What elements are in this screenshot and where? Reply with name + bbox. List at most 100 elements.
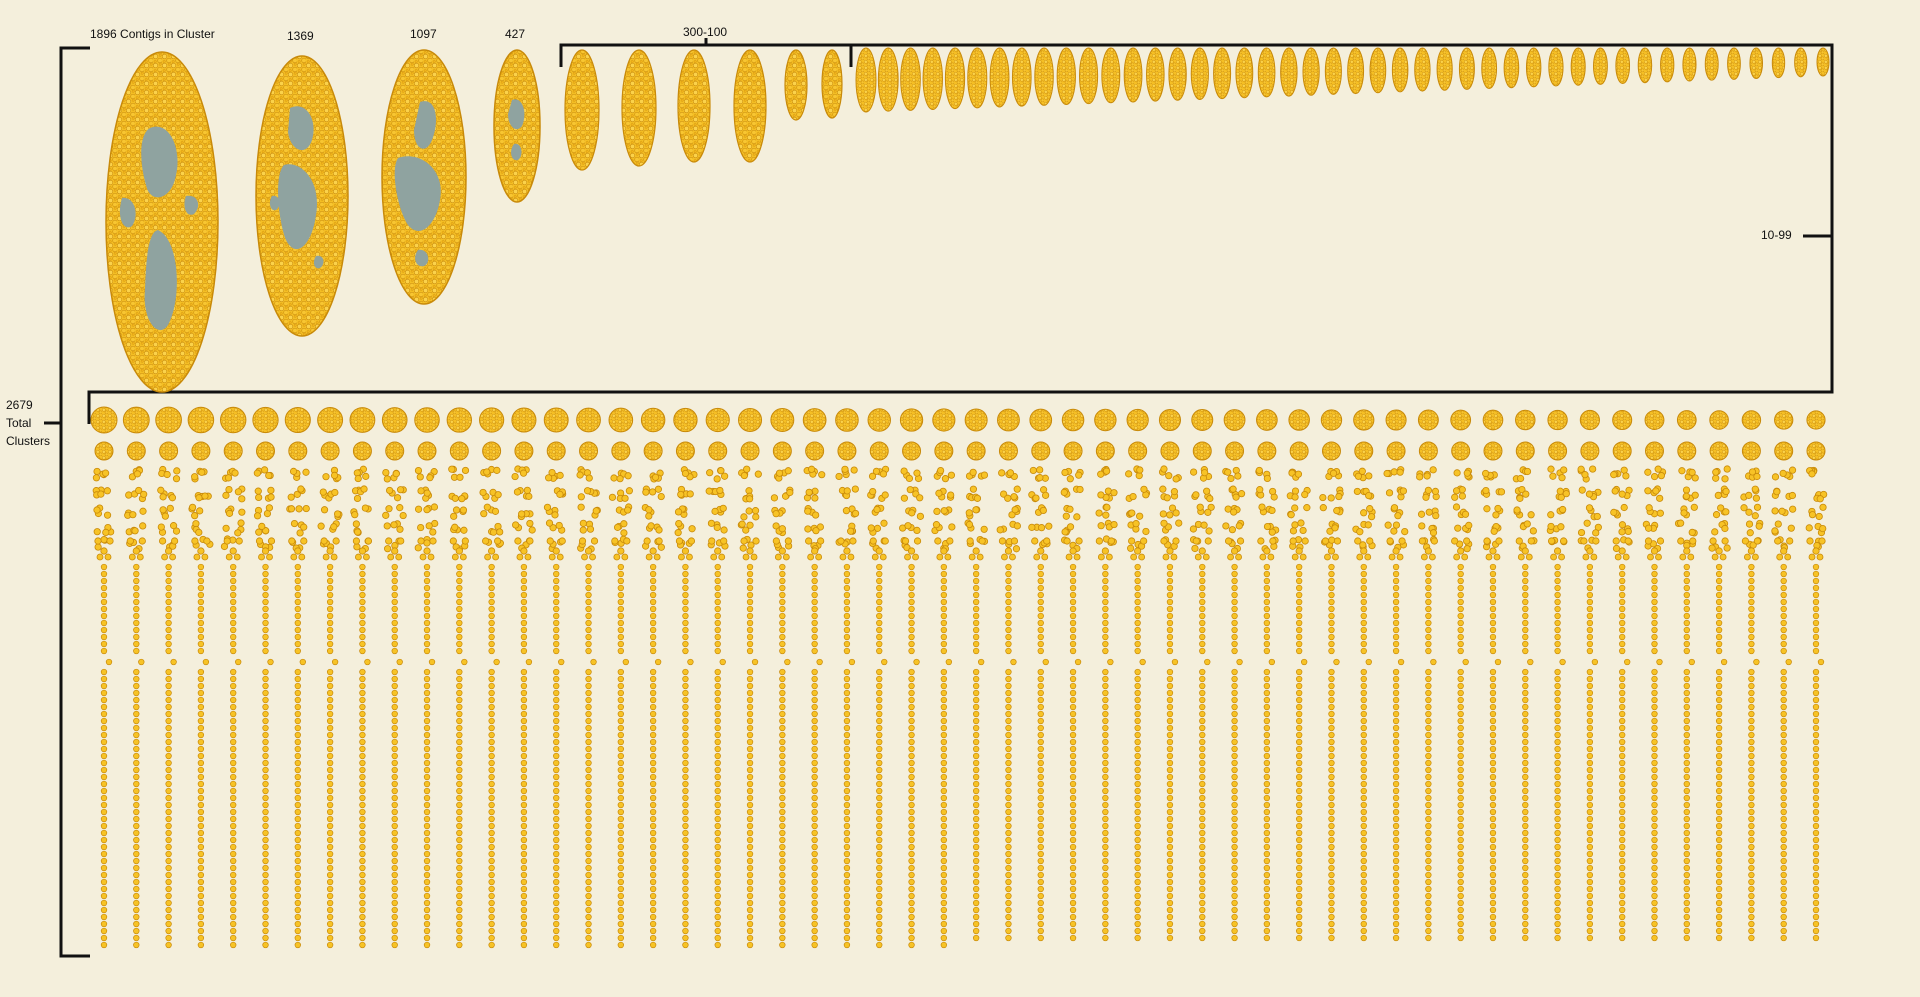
singleton-node bbox=[811, 591, 818, 599]
singleton-node bbox=[1780, 759, 1787, 767]
tiny-node bbox=[1647, 553, 1654, 561]
singleton-node bbox=[1231, 696, 1238, 704]
singleton-node bbox=[908, 801, 915, 809]
singleton-node bbox=[1748, 682, 1755, 690]
singleton-node bbox=[1392, 647, 1400, 655]
singleton-node bbox=[617, 892, 624, 900]
singleton-node bbox=[1586, 885, 1594, 893]
singleton-node bbox=[359, 906, 366, 914]
tiny-node bbox=[1267, 553, 1275, 561]
singleton-node bbox=[908, 626, 915, 634]
singleton-node bbox=[133, 738, 140, 746]
tiny-cluster-9 bbox=[673, 407, 698, 433]
singleton-node bbox=[940, 633, 947, 641]
tiny-node bbox=[168, 494, 177, 502]
cluster-1369-cavity bbox=[288, 106, 314, 151]
singleton-node bbox=[1586, 710, 1594, 718]
singleton-node bbox=[1231, 647, 1238, 655]
singleton-node bbox=[1360, 801, 1367, 809]
tiny-node bbox=[745, 507, 753, 515]
singleton-node bbox=[100, 850, 108, 858]
singleton-node bbox=[1554, 640, 1561, 648]
singleton-node bbox=[811, 766, 818, 774]
singleton-node bbox=[1037, 913, 1044, 921]
tiny-node bbox=[1301, 491, 1309, 499]
tiny-node bbox=[351, 511, 359, 519]
tiny-node bbox=[233, 553, 241, 561]
singleton-node bbox=[940, 899, 947, 907]
singleton-node bbox=[1166, 878, 1174, 886]
tiny-cluster-7 bbox=[1548, 441, 1568, 461]
singleton-node bbox=[585, 822, 592, 830]
singleton-node bbox=[133, 794, 140, 802]
singleton-node bbox=[1005, 668, 1012, 676]
singleton-node bbox=[1457, 577, 1464, 585]
singleton-node bbox=[617, 626, 624, 634]
singleton-node bbox=[1069, 836, 1077, 844]
singleton-node bbox=[1231, 899, 1238, 907]
singleton-node bbox=[908, 612, 915, 620]
singleton-node bbox=[714, 864, 721, 872]
tiny-cluster-9 bbox=[155, 406, 182, 434]
singleton-node bbox=[1715, 563, 1723, 571]
tiny-cluster-9 bbox=[1061, 408, 1085, 432]
singleton-node bbox=[779, 913, 786, 921]
singleton-node bbox=[100, 892, 108, 900]
singleton-node bbox=[940, 773, 947, 781]
singleton-node bbox=[1134, 752, 1141, 760]
singleton-node bbox=[1069, 934, 1077, 942]
singleton-node bbox=[1457, 633, 1464, 641]
tiny-node bbox=[169, 553, 177, 561]
singleton-node bbox=[1102, 766, 1109, 774]
singleton-node bbox=[682, 850, 689, 858]
singleton-node bbox=[1457, 927, 1464, 935]
singleton-node bbox=[811, 577, 818, 585]
singleton-node bbox=[1069, 752, 1077, 760]
tiny-node bbox=[996, 526, 1004, 534]
singleton-node bbox=[746, 689, 754, 697]
singleton-node bbox=[1005, 927, 1012, 935]
singleton-node bbox=[908, 745, 915, 753]
singleton-node bbox=[1199, 752, 1206, 760]
singleton-node bbox=[1005, 850, 1012, 858]
tiny-node bbox=[1644, 524, 1653, 532]
singleton-node bbox=[133, 640, 140, 648]
singleton-node bbox=[876, 591, 883, 599]
singleton-node bbox=[423, 885, 431, 893]
singleton-node bbox=[1457, 696, 1464, 704]
singleton-node bbox=[1005, 794, 1012, 802]
tiny-node bbox=[1652, 487, 1660, 495]
singleton-node bbox=[100, 773, 108, 781]
singleton-node bbox=[1457, 843, 1464, 851]
singleton-node bbox=[520, 801, 528, 809]
singleton-node bbox=[1489, 843, 1497, 851]
tiny-node bbox=[616, 475, 624, 483]
singleton-node bbox=[1005, 885, 1012, 893]
singleton-node bbox=[1069, 913, 1077, 921]
singleton-node bbox=[197, 780, 205, 788]
singleton-node bbox=[100, 605, 108, 613]
singleton-node bbox=[1263, 675, 1271, 683]
tiny-node bbox=[1192, 491, 1200, 499]
singleton-node bbox=[908, 787, 915, 795]
singleton-node bbox=[617, 829, 624, 837]
singleton-node bbox=[488, 612, 495, 620]
singleton-node bbox=[973, 766, 980, 774]
singleton-node bbox=[876, 598, 883, 606]
tiny-node bbox=[524, 553, 532, 561]
tiny-cluster-7 bbox=[805, 441, 825, 461]
tiny-node bbox=[1097, 522, 1105, 530]
tiny-node bbox=[1714, 491, 1722, 499]
tiny-node bbox=[908, 509, 916, 517]
tiny-node bbox=[805, 537, 813, 545]
tiny-node bbox=[1463, 469, 1471, 477]
singleton-node bbox=[1522, 675, 1529, 683]
tiny-node bbox=[1482, 469, 1490, 478]
singleton-node bbox=[1780, 591, 1787, 599]
tiny-node bbox=[1580, 537, 1588, 545]
singleton-node bbox=[1360, 808, 1367, 816]
singleton-node bbox=[1522, 822, 1529, 830]
tiny-node bbox=[1547, 537, 1556, 545]
singleton-node bbox=[876, 689, 883, 697]
singleton-node bbox=[1683, 766, 1690, 774]
